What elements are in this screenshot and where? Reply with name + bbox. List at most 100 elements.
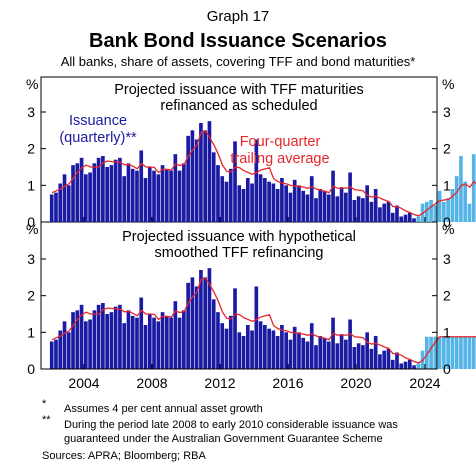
panel-1-issuance-bar <box>386 201 391 222</box>
panel-1-issuance-bar <box>199 123 203 222</box>
panel-1-issuance-bar <box>216 165 220 222</box>
panel-1-issuance-bar <box>318 189 323 222</box>
panel-2-issuance-bar <box>126 310 131 369</box>
panel-2-issuance-bar <box>288 339 293 369</box>
panel-1-issuance-bar <box>437 190 442 222</box>
panel-2-issuance-bar <box>66 332 71 369</box>
panel-1-issuance-bar <box>352 200 357 222</box>
panel-2-issuance-bar <box>433 336 438 369</box>
panel-2-issuance-bar <box>62 321 67 369</box>
panel-2-issuance-bar <box>258 321 263 369</box>
panel-1-issuance-bar <box>305 194 310 222</box>
x-tick-label: 2016 <box>272 375 303 391</box>
panel-1-issuance-bar <box>250 183 254 222</box>
panel-1-issuance-bar <box>71 165 75 222</box>
panel-2-issuance-bar <box>207 268 212 369</box>
panel-2-issuance-bar <box>395 352 399 369</box>
panel-2-y-tick-label-right: 2 <box>443 288 451 304</box>
footnote-1-mark: * <box>42 398 47 410</box>
panel-2-issuance-bar <box>224 328 229 369</box>
panel-2-issuance-bar <box>211 299 216 369</box>
panel-1-issuance-bar <box>245 178 250 222</box>
panel-1-issuance-bar <box>446 198 450 222</box>
panel-1-issuance-bar <box>49 194 54 222</box>
panel-2-title-line-2: smoothed TFF refinancing <box>155 245 324 261</box>
panel-2-issuance-bar <box>471 336 476 369</box>
panel-2-y-unit-right: % <box>442 221 454 237</box>
panel-2-issuance-bar <box>75 310 80 369</box>
panel-2-issuance-bar <box>49 341 54 369</box>
panel-1-issuance-bar <box>126 163 131 222</box>
panel-2-issuance-bar <box>403 361 408 369</box>
panel-2-issuance-bar <box>122 323 127 369</box>
panel-1-issuance-bar <box>182 163 186 222</box>
panel-2-issuance-bar <box>233 288 237 369</box>
panel-1-title-line-2: refinanced as scheduled <box>160 98 317 114</box>
panel-1-issuance-bar <box>467 203 472 222</box>
chart-title: Bank Bond Issuance Scenarios <box>89 30 387 52</box>
panel-2-issuance-bar <box>407 359 412 369</box>
panel-2-issuance-bar <box>177 317 182 369</box>
panel-1-issuance-bar <box>450 189 455 222</box>
panel-2-issuance-bar <box>378 354 382 369</box>
panel-1-issuance-bar <box>160 165 165 222</box>
panel-1-y-tick-label-left: 0 <box>27 214 35 230</box>
panel-1-issuance-bar <box>378 207 382 222</box>
panel-2-trailing-average-line <box>51 277 476 364</box>
panel-2-issuance-bar <box>437 336 442 369</box>
panel-2-issuance-bar <box>386 348 391 369</box>
panel-1-issuance-bar <box>228 168 233 222</box>
panel-1-issuance-bar <box>271 183 276 222</box>
panel-2-y-tick-label-left: 2 <box>27 288 35 304</box>
panel-1-y-tick-label-left: 3 <box>27 104 35 120</box>
panel-2-issuance-bar <box>88 319 92 369</box>
panel-1-issuance-bar <box>143 178 148 222</box>
panel-1-issuance-bar <box>433 205 438 222</box>
panel-1-issuance-bar <box>292 179 297 222</box>
panel-2-issuance-bar <box>267 328 271 369</box>
panel-1-issuance-bar <box>241 189 246 222</box>
panel-1-issuance-bar <box>275 189 280 222</box>
panel-1-title-line-1: Projected issuance with TFF maturities <box>114 82 364 98</box>
panel-1-y-tick-label-right: 3 <box>443 104 451 120</box>
panel-1-y-tick-label-right: 2 <box>443 141 451 157</box>
panel-2-issuance-bar <box>446 336 450 369</box>
panel-2-y-tick-label-right: 1 <box>443 324 451 340</box>
panel-2-issuance-bar <box>365 332 369 369</box>
panel-2-issuance-bar <box>309 323 314 369</box>
panel-2-issuance-bar <box>190 277 195 369</box>
panel-1-issuance-bar <box>224 181 229 222</box>
panel-1-issuance-bar <box>425 201 429 222</box>
panel-1-issuance-bar <box>471 154 476 222</box>
panel-2-issuance-bar <box>58 330 63 369</box>
panel-1-y-unit-left: % <box>26 76 38 92</box>
panel-2-issuance-bar <box>399 363 404 369</box>
panel-1-issuance-bar <box>79 157 84 222</box>
panel-2-issuance-bar <box>425 336 429 369</box>
panel-1-issuance-bar <box>220 176 225 222</box>
panel-2-issuance-bar <box>356 343 361 369</box>
panel-2-issuance-bar <box>390 359 395 369</box>
x-tick-label: 2004 <box>68 375 99 391</box>
panel-1-issuance-bar <box>66 185 71 222</box>
panel-2-issuance-bar <box>348 319 352 369</box>
panel-1-trailing-average-line <box>51 130 476 217</box>
panel-1-issuance-bar <box>267 181 271 222</box>
panel-2-issuance-bar <box>237 332 242 369</box>
panel-1-issuance-bar <box>326 194 331 222</box>
panel-1-issuance-bar <box>331 170 335 222</box>
panel-2-issuance-bar <box>442 336 446 369</box>
chart-frame <box>40 76 438 370</box>
panel-2-issuance-bar <box>160 312 165 369</box>
panel-1-issuance-bar <box>54 192 58 222</box>
panel-1-issuance-bar <box>258 174 263 222</box>
panel-2-issuance-bar <box>373 336 378 369</box>
panel-2-title-line-1: Projected issuance with hypothetical <box>122 229 356 245</box>
panel-1-issuance-bar <box>335 196 340 222</box>
panel-2-issuance-bar <box>301 337 306 369</box>
panel-1-issuance-bar <box>88 172 92 222</box>
panel-1-issuance-bar <box>207 121 212 222</box>
panel-2-issuance-bar <box>412 365 416 369</box>
panel-1-issuance-bar <box>147 167 152 222</box>
